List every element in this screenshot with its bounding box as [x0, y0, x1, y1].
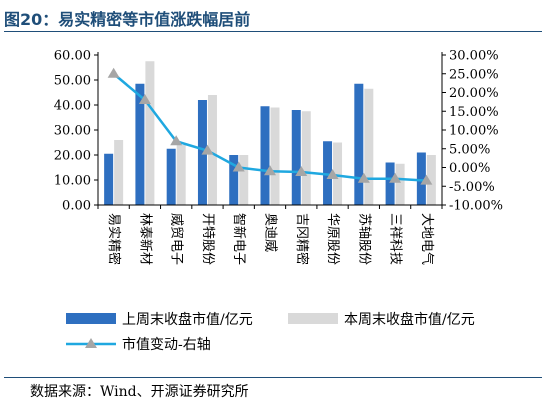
line-point: [138, 94, 151, 104]
line-point: [107, 67, 120, 78]
line-point: [232, 161, 245, 172]
bar: [145, 61, 155, 205]
category-label: 易实精密: [106, 213, 122, 265]
category-label: 三祥科技: [388, 213, 403, 265]
bar: [426, 155, 436, 205]
legend-label-change: 市值变动-右轴: [122, 336, 211, 353]
legend-line-marker: [85, 338, 97, 348]
source-note: 数据来源：Wind、开源证券研究所: [30, 384, 249, 400]
left-tick-label: 50.00: [54, 74, 91, 89]
category-label: 苏轴股份: [356, 213, 372, 265]
footer-divider: [4, 377, 542, 378]
line-point: [201, 144, 214, 155]
bar: [301, 111, 311, 205]
bar: [291, 110, 301, 205]
bar: [395, 163, 405, 205]
bar: [104, 153, 114, 205]
right-tick-label: 30.00%: [449, 49, 499, 64]
bar: [176, 145, 186, 205]
left-tick-label: 20.00: [54, 149, 91, 164]
legend-swatch-this-week: [288, 313, 338, 324]
bar: [323, 141, 333, 205]
bar-layer: [104, 61, 436, 205]
right-tick-label: 5.00%: [449, 142, 490, 157]
category-label: 林泰新材: [137, 213, 153, 265]
category-label: 吉冈精密: [294, 213, 310, 265]
line-point: [326, 169, 339, 179]
line-layer: [107, 67, 433, 185]
legend-swatch-last-week: [66, 313, 116, 324]
line-point: [170, 135, 183, 146]
bar: [197, 100, 207, 205]
line-point: [357, 172, 370, 183]
category-labels: 易实精密 林泰新材 威贸电子 开特股份 智新电子 奥迪威 吉冈精密 华原股份 苏轴股份 三祥科技 大…: [106, 213, 435, 265]
bar: [416, 152, 426, 205]
legend-label-this-week: 本周末收盘市值/亿元: [344, 311, 475, 328]
bar: [229, 155, 239, 205]
bar: [354, 83, 364, 205]
bar: [166, 148, 176, 205]
left-tick-label: 30.00: [54, 124, 91, 139]
left-tick-label: 0.00: [62, 199, 91, 214]
bar: [239, 155, 249, 205]
bar: [260, 106, 270, 205]
category-label: 智新电子: [231, 213, 247, 265]
right-tick-label: 15.00%: [449, 105, 499, 120]
line-point: [389, 172, 402, 183]
left-tick-label: 10.00: [54, 174, 91, 189]
category-label: 威贸电子: [169, 213, 184, 265]
bar: [114, 140, 124, 205]
market-cap-change-line: [112, 72, 427, 182]
category-label: 大地电气: [419, 213, 435, 265]
bar: [270, 107, 280, 205]
right-tick-label: 25.00%: [449, 67, 499, 82]
chart-title: 图20：易实精密等市值涨跌幅居前: [4, 10, 251, 29]
bar: [333, 142, 343, 205]
axes-layer: 0.00 10.00 20.00 30.00 40.00 50.00 60.00 -10.00…: [54, 49, 503, 214]
bar: [207, 95, 217, 205]
bar: [364, 88, 374, 205]
left-tick-label: 40.00: [54, 99, 91, 114]
category-label: 华原股份: [325, 213, 340, 265]
right-tick-label: 10.00%: [449, 124, 499, 139]
line-point: [295, 166, 308, 176]
line-point: [420, 174, 433, 185]
right-tick-label: 0.00%: [449, 161, 490, 176]
category-label: 开特股份: [200, 213, 215, 265]
right-tick-label: -10.00%: [449, 199, 503, 214]
bar: [135, 83, 145, 205]
left-tick-label: 60.00: [54, 49, 91, 64]
title-divider: [4, 31, 542, 32]
category-label: 奥迪威: [263, 213, 278, 252]
bar: [385, 162, 395, 205]
legend-label-last-week: 上周末收盘市值/亿元: [122, 311, 253, 328]
right-tick-label: 20.00%: [449, 86, 499, 101]
right-tick-label: -5.00%: [449, 180, 495, 195]
line-point: [264, 165, 276, 176]
